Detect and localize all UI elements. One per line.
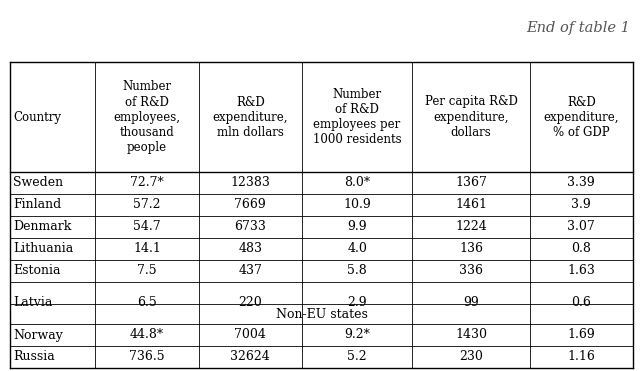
Text: 44.8*: 44.8* [130,328,164,341]
Text: R&D
expenditure,
% of GDP: R&D expenditure, % of GDP [543,95,619,138]
Text: 1.69: 1.69 [567,328,595,341]
Text: 4.0: 4.0 [347,243,367,256]
Text: Number
of R&D
employees per
1000 residents: Number of R&D employees per 1000 residen… [312,88,401,146]
Text: 9.2*: 9.2* [344,328,370,341]
Text: Per capita R&D
expenditure,
dollars: Per capita R&D expenditure, dollars [424,95,518,138]
Text: 1.63: 1.63 [567,265,595,278]
Text: 1461: 1461 [455,198,487,211]
Text: 57.2: 57.2 [133,198,161,211]
Text: 736.5: 736.5 [129,351,165,364]
Text: 5.2: 5.2 [347,351,367,364]
Text: 3.9: 3.9 [572,198,591,211]
Text: 483: 483 [239,243,262,256]
Text: 437: 437 [239,265,262,278]
Text: Denmark: Denmark [13,220,71,233]
Text: 220: 220 [239,296,262,309]
Text: 9.9: 9.9 [347,220,367,233]
Text: 136: 136 [459,243,483,256]
Text: 1224: 1224 [455,220,487,233]
Text: Country: Country [13,111,61,124]
Text: Non-EU states: Non-EU states [276,308,367,321]
Text: 12383: 12383 [230,177,270,190]
Text: 99: 99 [463,296,479,309]
Text: 8.0*: 8.0* [344,177,370,190]
Text: Finland: Finland [13,198,61,211]
Text: 6.5: 6.5 [137,296,157,309]
Text: Estonia: Estonia [13,265,60,278]
Text: 2.9: 2.9 [347,296,367,309]
Text: 1.16: 1.16 [567,351,595,364]
Text: 1430: 1430 [455,328,487,341]
Text: Number
of R&D
employees,
thousand
people: Number of R&D employees, thousand people [113,81,181,154]
Text: 6733: 6733 [234,220,266,233]
Text: 72.7*: 72.7* [130,177,164,190]
Text: 5.8: 5.8 [347,265,367,278]
Text: R&D
expenditure,
mln dollars: R&D expenditure, mln dollars [212,95,288,138]
Text: Lithuania: Lithuania [13,243,73,256]
Text: 336: 336 [459,265,483,278]
Text: 32624: 32624 [230,351,270,364]
Text: 230: 230 [459,351,483,364]
Text: Russia: Russia [13,351,55,364]
Text: Latvia: Latvia [13,296,52,309]
Text: 0.6: 0.6 [572,296,592,309]
Text: 3.39: 3.39 [567,177,595,190]
Text: 3.07: 3.07 [567,220,595,233]
Text: 10.9: 10.9 [343,198,371,211]
Text: End of table 1: End of table 1 [526,21,630,35]
Text: 14.1: 14.1 [133,243,161,256]
Text: Norway: Norway [13,328,63,341]
Text: 7669: 7669 [235,198,266,211]
Text: Sweden: Sweden [13,177,63,190]
Text: 1367: 1367 [455,177,487,190]
Text: 54.7: 54.7 [133,220,161,233]
Text: 7004: 7004 [234,328,266,341]
Text: 0.8: 0.8 [572,243,592,256]
Text: 7.5: 7.5 [137,265,157,278]
